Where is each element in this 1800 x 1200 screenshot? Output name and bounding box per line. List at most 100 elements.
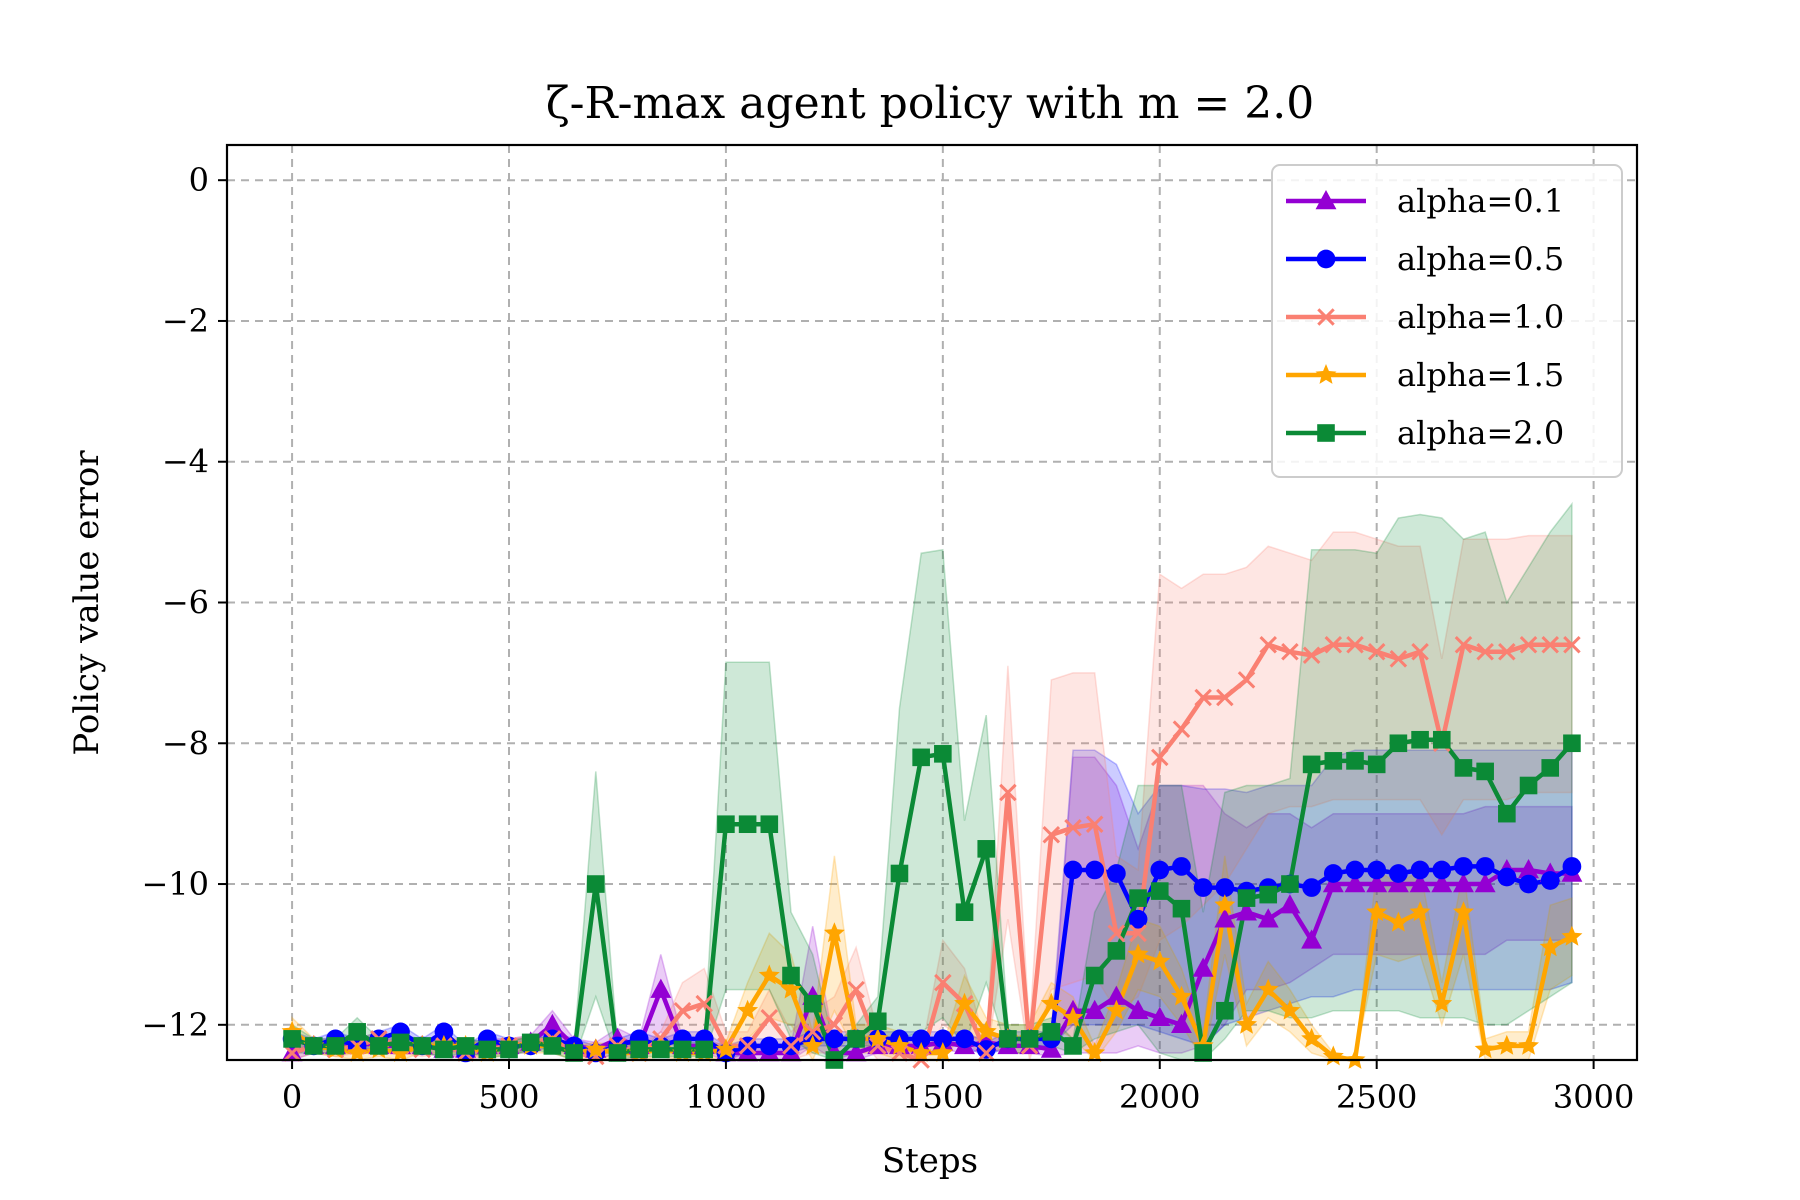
series-alpha-2-0-marker: [370, 1037, 388, 1055]
series-alpha-1-5-marker: [823, 922, 845, 943]
series-alpha-1-0-marker: [1085, 815, 1104, 833]
series-alpha-0-1-marker: [1431, 873, 1453, 893]
series-alpha-1-5-marker: [346, 1042, 368, 1062]
legend-alpha-0-5-marker: [1316, 249, 1336, 269]
series-alpha-1-0-marker: [803, 1023, 822, 1041]
series-markers: [281, 635, 1583, 1069]
x-tick-label: 0: [282, 1078, 302, 1116]
series-alpha-2-0-marker: [1302, 755, 1321, 774]
series-alpha-1-5-marker: [1062, 1006, 1084, 1027]
legend-label: alpha=0.1: [1397, 182, 1564, 220]
series-alpha-0-1-marker: [1474, 873, 1496, 893]
series-alpha-1-0-marker: [847, 980, 865, 999]
series-alpha-0-1-marker: [1344, 873, 1366, 893]
series-alpha-1-0-marker: [1216, 688, 1234, 707]
series-alpha-2-0-marker: [1519, 776, 1538, 795]
series-alpha-2-0-marker: [1281, 875, 1299, 893]
series-alpha-1-0-marker: [283, 1044, 301, 1062]
series-alpha-0-1-marker: [1518, 858, 1539, 879]
series-alpha-1-0-marker: [1172, 720, 1191, 738]
series-alpha-1-0-marker: [760, 1009, 779, 1027]
series-alpha-1-0-marker: [1151, 748, 1169, 767]
series-alpha-2-0-marker: [565, 1044, 583, 1062]
series-alpha-2-0-marker: [1194, 1044, 1212, 1062]
series-alpha-0-5-marker: [1410, 860, 1430, 880]
legend-entry: alpha=0.1: [1286, 182, 1564, 220]
series-alpha-2-0-marker: [738, 815, 757, 834]
series-alpha-0-5-marker: [825, 1029, 844, 1049]
series-alpha-1-0-marker: [1107, 924, 1126, 943]
series-alpha-1-0-marker: [1454, 635, 1473, 654]
series-alpha-0-1-marker: [1301, 929, 1323, 949]
series-alpha-0-5-marker: [1323, 864, 1343, 883]
series-alpha-2-0-marker: [435, 1040, 453, 1059]
series-alpha-1-0-marker: [738, 1037, 757, 1055]
series-alpha-1-0-marker: [673, 1001, 692, 1020]
series-alpha-2-0-marker: [1324, 752, 1343, 770]
series-alpha-1-5-marker: [585, 1038, 607, 1059]
series-alpha-2-0-marker: [586, 875, 605, 893]
series-alpha-0-5-marker: [434, 1022, 454, 1042]
y-tick-label: −10: [141, 865, 209, 903]
series-alpha-0-5-marker: [955, 1029, 974, 1049]
y-axis-label: Policy value error: [67, 450, 107, 756]
series-alpha-1-5-marker: [954, 992, 975, 1013]
series-alpha-0-1-marker: [1366, 873, 1388, 893]
series-alpha-0-1-marker: [1171, 1013, 1192, 1034]
series-alpha-1-5-marker: [1409, 901, 1431, 922]
series-alpha-2-0-marker: [1454, 759, 1473, 777]
series-alpha-0-5-marker: [933, 1029, 953, 1049]
series-alpha-1-0-marker: [1042, 826, 1061, 844]
legend-label: alpha=0.5: [1397, 240, 1564, 278]
legend-entry: alpha=0.5: [1286, 240, 1564, 278]
legend-entry: alpha=2.0: [1286, 414, 1564, 452]
series-alpha-1-0-marker: [869, 1037, 887, 1055]
series-alpha-0-5-marker: [1519, 874, 1538, 894]
legend-box: [1271, 164, 1623, 478]
series-alpha-1-5-marker: [1474, 1038, 1496, 1059]
series-alpha-2-0-marker: [1563, 734, 1581, 753]
series-alpha-0-5-marker: [1128, 909, 1148, 929]
series-alpha-0-1-marker: [1257, 908, 1279, 928]
x-tick-label: 500: [478, 1078, 539, 1116]
series-alpha-1-5-marker: [1040, 992, 1062, 1013]
series-alpha-2-0-marker: [391, 1033, 410, 1052]
series-alpha-2-0-marker: [760, 815, 779, 834]
series-alpha-1-0-marker: [890, 1044, 909, 1062]
series-alpha-1-0-marker: [825, 1016, 844, 1034]
series-alpha-1-0-marker: [934, 973, 952, 992]
series-alpha-1-5-marker: [1105, 999, 1127, 1020]
series-alpha-1-0-marker: [587, 1047, 605, 1066]
series-alpha-2-0-marker: [847, 1030, 865, 1048]
series-alpha-0-5-marker: [1540, 871, 1560, 890]
series-alpha-2-0-marker: [695, 1040, 714, 1059]
x-axis-label: Steps: [882, 1141, 978, 1181]
series-alpha-1-5-marker: [1453, 901, 1474, 922]
x-tick-label: 1500: [902, 1078, 983, 1116]
series-alpha-2-0-marker: [326, 1037, 345, 1055]
series-alpha-0-5-marker: [1432, 860, 1452, 880]
series-alpha-2-0-marker: [1237, 889, 1256, 907]
series-alpha-1-5-marker: [1518, 1034, 1539, 1055]
series-alpha-2-0-marker: [608, 1044, 627, 1062]
series-alpha-1-5-marker: [1257, 978, 1279, 999]
legend-alpha-1-5-marker: [1315, 364, 1337, 384]
series-alpha-2-0-marker: [1042, 1023, 1061, 1041]
series-alpha-0-1-marker: [1409, 873, 1431, 893]
series-alpha-2-0-marker: [630, 1040, 648, 1059]
series-alpha-2-0-marker: [717, 815, 735, 834]
series-alpha-1-0-marker: [1476, 643, 1494, 661]
series-alpha-2-0-marker: [1085, 966, 1104, 985]
series-alpha-1-0-marker: [1541, 635, 1559, 654]
series-alpha-2-0-marker: [1498, 804, 1516, 823]
series-alpha-1-5-marker: [1301, 1027, 1323, 1048]
series-alpha-2-0-marker: [868, 1012, 887, 1031]
series-alpha-1-0-marker: [1411, 643, 1429, 661]
series-alpha-2-0-marker: [999, 1030, 1017, 1048]
series-alpha-2-0-marker: [934, 745, 952, 763]
series-alpha-1-5-marker: [1366, 901, 1388, 922]
series-alpha-1-0-marker: [1064, 818, 1082, 837]
series-alpha-2-0-marker: [1107, 942, 1126, 960]
series-alpha-0-5-marker: [759, 1036, 779, 1056]
